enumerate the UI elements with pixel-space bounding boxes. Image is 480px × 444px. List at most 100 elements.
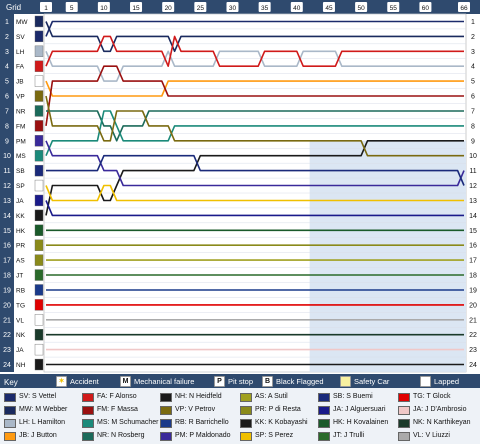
x-tick-label: 45: [325, 5, 333, 12]
key-driver-swatch: [160, 392, 172, 402]
x-tick-label: 10: [100, 5, 108, 12]
key-driver-swatch: [398, 431, 410, 441]
key-driver-label: PM: P Maldonado: [175, 432, 231, 439]
x-tick-label: 60: [422, 5, 430, 12]
key-symbol-item: Lapped: [420, 376, 459, 387]
series-line: [45, 21, 464, 53]
x-tick-label: 1: [44, 5, 48, 12]
grid-driver-swatch: [34, 179, 44, 192]
key-driver-swatch: [4, 418, 16, 428]
grid-header-label: Grid: [6, 3, 21, 12]
key-driver-label: MW: M Webber: [19, 406, 68, 413]
grid-driver-swatch: [34, 90, 44, 102]
right-position-label: 2: [471, 34, 475, 41]
x-tick-label: 15: [132, 5, 140, 12]
left-position-label: 21: [3, 317, 11, 324]
key-driver-item: PM: P Maldonado: [160, 431, 231, 441]
left-position-label: 10: [3, 153, 11, 160]
grid-driver-cell: [14, 283, 34, 297]
key-driver-item: NH: N Heidfeld: [160, 392, 222, 402]
left-position-label: 3: [5, 49, 9, 56]
left-position-label: 5: [5, 79, 9, 86]
grid-driver-cell: [14, 268, 34, 282]
grid-driver-code: VL: [16, 317, 24, 324]
grid-driver-code: JA: [16, 198, 24, 205]
key-driver-label: LH: L Hamilton: [19, 419, 66, 426]
x-tick-label: 35: [261, 5, 269, 12]
x-tick-box: [355, 2, 368, 12]
key-driver-label: VL: V Liuzzi: [413, 432, 450, 439]
series-line: [45, 95, 464, 157]
grid-driver-swatch: [34, 60, 44, 72]
left-position-label: 9: [5, 138, 9, 145]
grid-driver-code: MS: [16, 153, 26, 160]
x-tick-label: 5: [70, 5, 74, 12]
grid-driver-code: LH: [16, 49, 25, 56]
key-driver-swatch: [398, 392, 410, 402]
grid-driver-swatch: [34, 30, 44, 43]
grid-driver-code: PR: [16, 243, 25, 250]
grid-driver-swatch: [34, 299, 44, 311]
key-symbol-label: Safety Car: [354, 376, 390, 386]
grid-driver-code: JA: [16, 347, 24, 354]
key-symbol-label: Lapped: [434, 376, 460, 386]
key-driver-item: HK: H Kovalainen: [318, 418, 388, 428]
key-driver-swatch: [82, 405, 94, 415]
gridlines: [44, 13, 466, 373]
left-position-label: 24: [3, 362, 11, 369]
position-column: [0, 14, 14, 372]
grid-driver-cell: [14, 253, 34, 267]
key-driver-item: MS: M Schumacher: [82, 418, 158, 428]
key-driver-item: KK: K Kobayashi: [240, 418, 308, 428]
key-symbol-item: B Black Flagged: [262, 376, 324, 387]
right-position-label: 5: [471, 79, 475, 86]
left-position-label: 16: [3, 243, 11, 250]
grid-driver-cell: [14, 223, 34, 237]
grid-driver-cell: [14, 238, 34, 252]
key-driver-label: KK: K Kobayashi: [255, 419, 308, 426]
key-symbol-item: P Pit stop: [214, 376, 253, 387]
key-driver-label: MS: M Schumacher: [97, 419, 159, 426]
x-tick-box: [258, 2, 271, 12]
x-axis-ticks: 1 5 10 15 20 25 30 35 40 45 50 55 60 66: [40, 2, 470, 12]
key-driver-item: FA: F Alonso: [82, 392, 137, 402]
grid-driver-code: FA: [16, 64, 25, 71]
grid-driver-code: AS: [16, 258, 25, 265]
grid-driver-cell: [14, 134, 34, 148]
grid-driver-cell: [14, 15, 34, 28]
key-driver-swatch: [160, 431, 172, 441]
left-position-label: 11: [3, 168, 10, 175]
key-driver-swatch: [398, 418, 410, 428]
key-driver-label: RB: R Barrichello: [175, 419, 229, 426]
left-position-label: 14: [3, 213, 11, 220]
key-title: Key: [4, 378, 18, 387]
key-driver-swatch: [160, 418, 172, 428]
left-position-label: 2: [5, 34, 9, 41]
grid-driver-swatch: [34, 45, 44, 57]
x-tick-label: 50: [357, 5, 365, 12]
grid-driver-code: SB: [16, 168, 25, 175]
grid-driver-swatch: [34, 284, 44, 296]
key-symbol-icon: [340, 376, 351, 387]
grid-driver-code: PM: [16, 138, 26, 145]
grid-driver-labels: MW SV LH FA JB VP NR FM PM MS SB SP JA KK HK PR AS JT RB TG…: [14, 15, 44, 371]
key-driver-item: SP: S Perez: [240, 431, 293, 441]
grid-driver-code: RB: [16, 287, 25, 294]
x-tick-box: [40, 2, 52, 12]
grid-driver-swatch: [34, 314, 44, 326]
key-driver-label: HK: H Kovalainen: [333, 419, 389, 426]
right-position-label: 15: [469, 228, 477, 235]
key-symbol-label: Mechanical failure: [134, 376, 195, 386]
key-driver-label: FM: F Massa: [97, 406, 138, 413]
right-position-label: 20: [469, 302, 477, 309]
left-position-label: 17: [3, 258, 11, 265]
right-position-column: [466, 14, 480, 372]
key-driver-label: NR: N Rosberg: [97, 432, 145, 439]
key-driver-swatch: [240, 405, 252, 415]
left-position-label: 19: [3, 287, 11, 294]
left-position-label: 22: [3, 332, 11, 339]
left-position-label: 20: [3, 302, 11, 309]
grid-driver-cell: [14, 313, 34, 327]
